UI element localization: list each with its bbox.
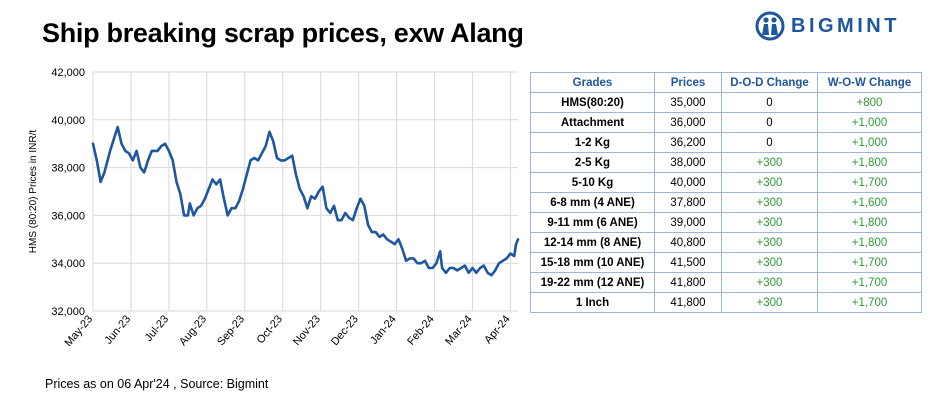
grade-cell: 5-10 Kg — [530, 172, 655, 193]
wow-change-cell: +1,600 — [817, 192, 922, 213]
price-cell: 36,200 — [654, 132, 722, 153]
y-tick-label: 32,000 — [51, 306, 85, 318]
dod-change-cell: +300 — [721, 152, 818, 173]
dod-change-cell: +300 — [721, 192, 818, 213]
table-row: 1-2 Kg 36,200 0 +1,000 — [530, 132, 922, 153]
dod-change-cell: +300 — [721, 172, 818, 193]
table-row: 15-18 mm (10 ANE) 41,500 +300 +1,700 — [530, 252, 922, 273]
x-tick-label: Nov-23 — [291, 313, 323, 348]
bigmint-logo: BIGMINT — [755, 8, 935, 44]
wow-change-cell: +1,800 — [817, 152, 922, 173]
table-row: 12-14 mm (8 ANE) 40,800 +300 +1,800 — [530, 232, 922, 253]
x-tick-label: Feb-24 — [405, 313, 437, 347]
x-tick-label: Jun-23 — [102, 313, 133, 346]
y-tick-label: 36,000 — [51, 210, 85, 222]
table-row: 6-8 mm (4 ANE) 37,800 +300 +1,600 — [530, 192, 922, 213]
price-cell: 39,000 — [654, 212, 722, 233]
price-cell: 41,800 — [654, 292, 722, 313]
grade-cell: 1 Inch — [530, 292, 655, 313]
dod-change-cell: +300 — [721, 292, 818, 313]
grade-cell: 15-18 mm (10 ANE) — [530, 252, 655, 273]
wow-change-cell: +1,700 — [817, 292, 922, 313]
table-header-cell: D-O-D Change — [721, 72, 818, 93]
x-tick-label: Mar-24 — [443, 313, 475, 347]
table-row: HMS(80:20) 35,000 0 +800 — [530, 92, 922, 113]
grade-cell: 12-14 mm (8 ANE) — [530, 232, 655, 253]
table-row: 5-10 Kg 40,000 +300 +1,700 — [530, 172, 922, 193]
wow-change-cell: +1,800 — [817, 212, 922, 233]
table-row: Attachment 36,000 0 +1,000 — [530, 112, 922, 133]
logo-text: BIGMINT — [791, 14, 900, 37]
price-cell: 37,800 — [654, 192, 722, 213]
dod-change-cell: 0 — [721, 112, 818, 133]
wow-change-cell: +800 — [817, 92, 922, 113]
grade-cell: HMS(80:20) — [530, 92, 655, 113]
wow-change-cell: +1,000 — [817, 112, 922, 133]
dod-change-cell: 0 — [721, 132, 818, 153]
grades-table-container: Grades Prices D-O-D Change W-O-W Change HMS… — [530, 72, 922, 313]
price-cell: 38,000 — [654, 152, 722, 173]
price-cell: 41,800 — [654, 272, 722, 293]
price-line-chart: 32,000 34,000 36,000 38,000 40,000 42,000 May-… — [28, 67, 520, 349]
table-header-row: Grades Prices D-O-D Change W-O-W Change — [530, 72, 922, 93]
series-line — [91, 125, 520, 277]
wow-change-cell: +1,800 — [817, 232, 922, 253]
wow-change-cell: +1,700 — [817, 252, 922, 273]
footer-source-note: Prices as on 06 Apr'24 , Source: Bigmint — [45, 377, 269, 391]
table-row: 19-22 mm (12 ANE) 41,800 +300 +1,700 — [530, 272, 922, 293]
y-tick-label: 38,000 — [51, 163, 85, 175]
table-header-cell: Grades — [530, 72, 655, 93]
price-cell: 36,000 — [654, 112, 722, 133]
wow-change-cell: +1,000 — [817, 132, 922, 153]
price-cell: 40,800 — [654, 232, 722, 253]
dod-change-cell: +300 — [721, 272, 818, 293]
grade-cell: 2-5 Kg — [530, 152, 655, 173]
x-tick-label: Apr-24 — [482, 313, 512, 346]
wow-change-cell: +1,700 — [817, 272, 922, 293]
x-tick-label: Sep-23 — [215, 313, 247, 348]
x-tick-label: Aug-23 — [177, 313, 209, 348]
x-tick-label: Oct-23 — [255, 313, 285, 346]
x-tick-label: Dec-23 — [329, 313, 361, 348]
x-tick-label: Jan-24 — [368, 313, 399, 346]
grade-cell: 1-2 Kg — [530, 132, 655, 153]
grade-cell: 9-11 mm (6 ANE) — [530, 212, 655, 233]
table-row: 9-11 mm (6 ANE) 39,000 +300 +1,800 — [530, 212, 922, 233]
y-tick-label: 40,000 — [51, 115, 85, 127]
bigmint-globe-icon — [755, 11, 785, 41]
table-row: 2-5 Kg 38,000 +300 +1,800 — [530, 152, 922, 173]
table-row: 1 Inch 41,800 +300 +1,700 — [530, 292, 922, 313]
x-tick-label: May-23 — [63, 313, 96, 349]
y-axis-label: HMS (80:20) Prices in INR/t — [28, 130, 39, 254]
price-cell: 35,000 — [654, 92, 722, 113]
grade-cell: 6-8 mm (4 ANE) — [530, 192, 655, 213]
x-tick-label: Jul-23 — [143, 313, 171, 344]
chart-title: Ship breaking scrap prices, exw Alang — [42, 18, 524, 48]
price-cell: 41,500 — [654, 252, 722, 273]
table-header-cell: Prices — [654, 72, 722, 93]
price-cell: 40,000 — [654, 172, 722, 193]
dod-change-cell: +300 — [721, 232, 818, 253]
wow-change-cell: +1,700 — [817, 172, 922, 193]
dod-change-cell: 0 — [721, 92, 818, 113]
y-tick-label: 34,000 — [51, 258, 85, 270]
y-tick-label: 42,000 — [51, 67, 85, 79]
table-header-cell: W-O-W Change — [817, 72, 922, 93]
dod-change-cell: +300 — [721, 212, 818, 233]
grade-cell: 19-22 mm (12 ANE) — [530, 272, 655, 293]
dod-change-cell: +300 — [721, 252, 818, 273]
grade-cell: Attachment — [530, 112, 655, 133]
grades-table: Grades Prices D-O-D Change W-O-W Change HMS… — [530, 72, 922, 313]
